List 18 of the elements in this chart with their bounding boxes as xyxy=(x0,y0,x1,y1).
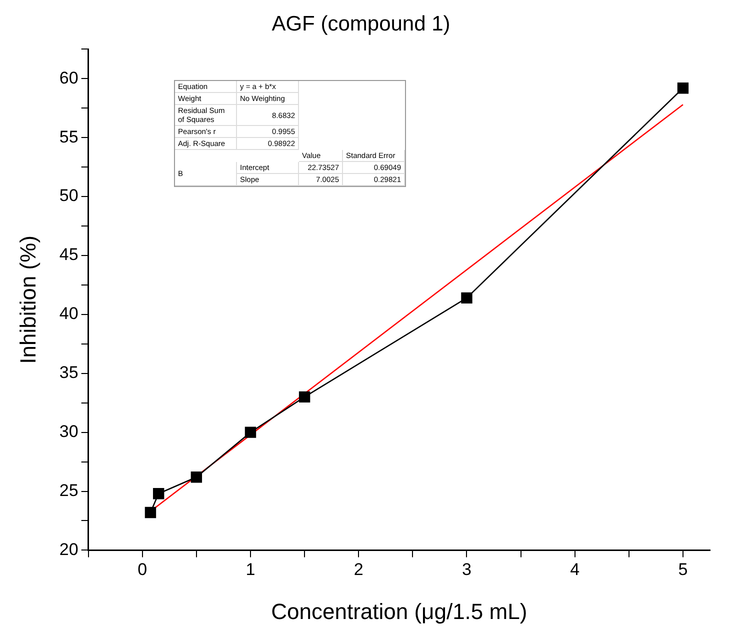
y-tick-label: 40 xyxy=(59,304,78,324)
x-tick-label: 3 xyxy=(462,560,472,580)
y-tick-label: 55 xyxy=(59,127,78,146)
y-axis-title: Inhibition (%) xyxy=(15,236,40,364)
x-tick-label: 4 xyxy=(570,560,580,580)
x-tick-label: 2 xyxy=(354,560,364,580)
y-tick-label: 20 xyxy=(59,540,78,559)
x-tick-label: 1 xyxy=(246,560,256,580)
y-tick-label: 45 xyxy=(59,245,78,264)
y-tick-label: 30 xyxy=(59,422,78,442)
y-tick-label: 25 xyxy=(59,480,78,500)
x-axis-title: Concentration (μg/1.5 mL) xyxy=(271,598,528,624)
x-tick-label: 5 xyxy=(678,560,688,580)
chart-title: AGF (compound 1) xyxy=(272,12,450,36)
y-tick-label: 60 xyxy=(59,68,78,88)
x-tick-label: 0 xyxy=(138,560,148,580)
y-tick-label: 50 xyxy=(59,186,78,206)
y-tick-label: 35 xyxy=(59,363,78,382)
